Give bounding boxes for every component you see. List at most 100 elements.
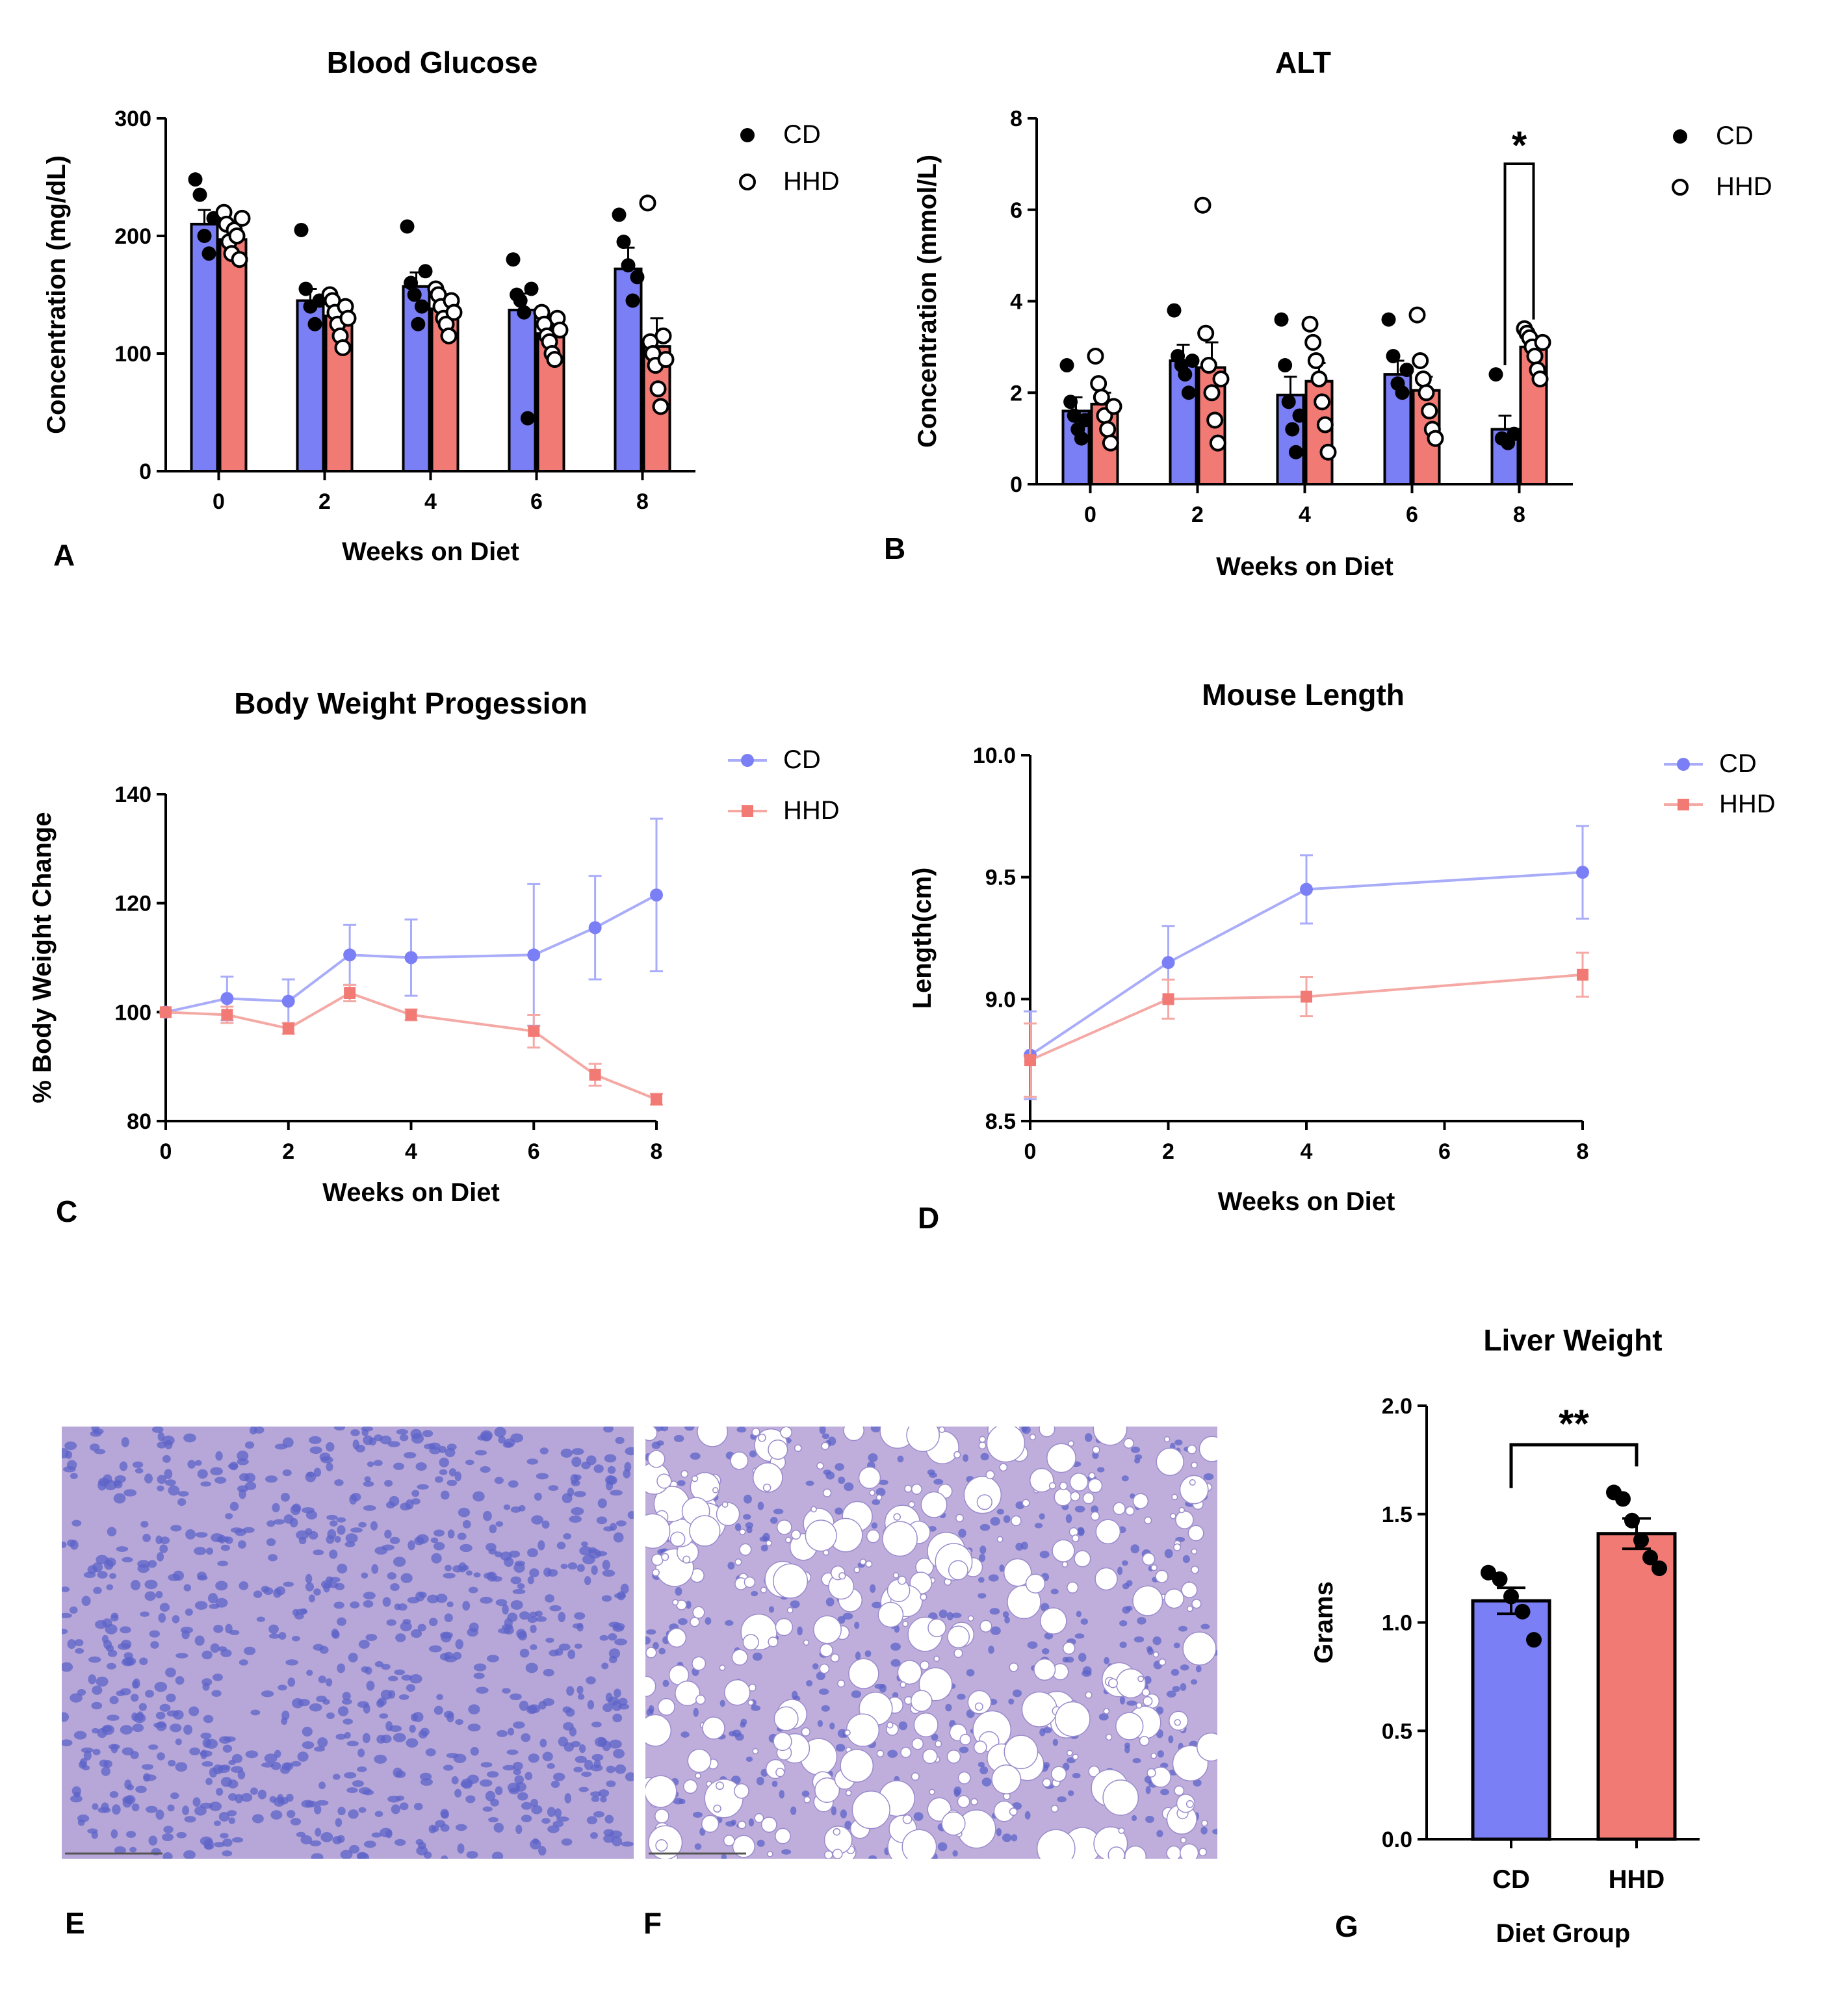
- nucleus: [1174, 1439, 1183, 1446]
- nucleus: [148, 1560, 157, 1568]
- nucleus: [215, 1581, 228, 1591]
- nucleus: [452, 1565, 463, 1573]
- nucleus: [200, 1733, 212, 1739]
- nucleus: [313, 1588, 321, 1596]
- nucleus: [109, 1573, 116, 1579]
- nucleus: [571, 1456, 582, 1467]
- nucleus: [301, 1800, 314, 1808]
- nucleus: [768, 1606, 775, 1613]
- nucleus: [558, 1737, 568, 1747]
- nucleus: [75, 1648, 84, 1654]
- nucleus: [159, 1544, 168, 1553]
- nucleus: [690, 1453, 701, 1460]
- lipid-vacuole: [801, 1727, 810, 1737]
- nucleus: [385, 1829, 393, 1839]
- nucleus: [999, 1564, 1005, 1572]
- lipid-vacuole: [1029, 1434, 1036, 1441]
- nucleus: [434, 1705, 443, 1715]
- x-tick-label: 2: [1191, 502, 1204, 527]
- lipid-vacuole: [786, 1607, 794, 1614]
- nucleus: [491, 1852, 504, 1859]
- nucleus: [176, 1831, 187, 1839]
- nucleus: [130, 1694, 139, 1702]
- nucleus: [1119, 1641, 1127, 1648]
- nucleus: [790, 1806, 797, 1815]
- series-line-cd: [1029, 871, 1583, 1057]
- nucleus: [609, 1739, 622, 1749]
- cd-data-point: [307, 317, 322, 331]
- lipid-vacuole: [985, 1470, 995, 1480]
- lipid-vacuole: [1087, 1478, 1103, 1493]
- x-axis-label: Weeks on Diet: [1216, 552, 1393, 581]
- nucleus: [573, 1491, 586, 1497]
- nucleus: [890, 1659, 901, 1667]
- lipid-vacuole: [1132, 1585, 1163, 1616]
- nucleus: [495, 1786, 503, 1796]
- nucleus: [567, 1562, 578, 1570]
- nucleus: [1024, 1811, 1031, 1820]
- nucleus: [1134, 1458, 1141, 1464]
- lipid-vacuole: [1085, 1691, 1093, 1699]
- nucleus: [1039, 1513, 1045, 1520]
- nucleus: [545, 1637, 554, 1643]
- nucleus: [109, 1790, 119, 1798]
- nucleus: [107, 1714, 120, 1721]
- lipid-vacuole: [1003, 1558, 1032, 1587]
- lipid-vacuole: [1187, 1444, 1197, 1454]
- nucleus: [435, 1594, 448, 1603]
- nucleus: [319, 1646, 329, 1654]
- nucleus: [417, 1623, 426, 1632]
- lipid-vacuole: [645, 1427, 658, 1441]
- lipid-vacuole: [1042, 1778, 1052, 1787]
- nucleus: [62, 1466, 76, 1473]
- nucleus: [871, 1522, 878, 1529]
- nucleus: [124, 1779, 132, 1790]
- lipid-vacuole: [652, 1568, 660, 1577]
- nucleus: [565, 1708, 575, 1717]
- y-tick-label: 4: [1010, 290, 1022, 315]
- lipid-vacuole: [730, 1451, 749, 1470]
- nucleus: [480, 1466, 491, 1473]
- lipid-vacuole: [1033, 1658, 1056, 1681]
- nucleus: [606, 1780, 616, 1787]
- nucleus: [548, 1485, 559, 1491]
- nucleus: [305, 1471, 317, 1482]
- nucleus: [64, 1441, 77, 1451]
- nucleus: [872, 1601, 882, 1609]
- lipid-vacuole: [656, 1473, 672, 1489]
- lipid-vacuole: [651, 1553, 664, 1566]
- nucleus: [62, 1586, 70, 1592]
- nucleus: [387, 1441, 400, 1447]
- lipid-vacuole: [837, 1679, 846, 1688]
- nucleus: [363, 1480, 374, 1487]
- nucleus: [514, 1775, 525, 1785]
- lipid-vacuole: [900, 1681, 907, 1688]
- legend-marker-cd: [1673, 129, 1687, 144]
- nucleus: [162, 1454, 171, 1463]
- nucleus: [534, 1492, 542, 1501]
- nucleus: [851, 1690, 862, 1698]
- nucleus: [705, 1617, 712, 1625]
- nucleus: [725, 1620, 734, 1626]
- lipid-vacuole: [948, 1560, 968, 1581]
- nucleus: [1072, 1772, 1081, 1779]
- lipid-vacuole: [739, 1543, 752, 1556]
- hhd-data-point: [1093, 389, 1110, 406]
- nucleus: [291, 1635, 300, 1642]
- nucleus: [209, 1802, 222, 1811]
- nucleus: [231, 1837, 244, 1843]
- nucleus: [571, 1507, 584, 1516]
- nucleus: [872, 1499, 881, 1505]
- x-tick-label: 2: [318, 489, 331, 514]
- lipid-vacuole: [922, 1748, 938, 1764]
- nucleus: [591, 1722, 602, 1727]
- nucleus: [898, 1721, 908, 1731]
- nucleus: [751, 1590, 758, 1597]
- nucleus: [806, 1680, 813, 1686]
- nucleus: [536, 1473, 549, 1480]
- lipid-vacuole: [702, 1716, 725, 1740]
- lipid-vacuole: [724, 1679, 751, 1706]
- nucleus: [160, 1536, 170, 1544]
- nucleus: [215, 1451, 223, 1461]
- lipid-vacuole: [1137, 1675, 1145, 1683]
